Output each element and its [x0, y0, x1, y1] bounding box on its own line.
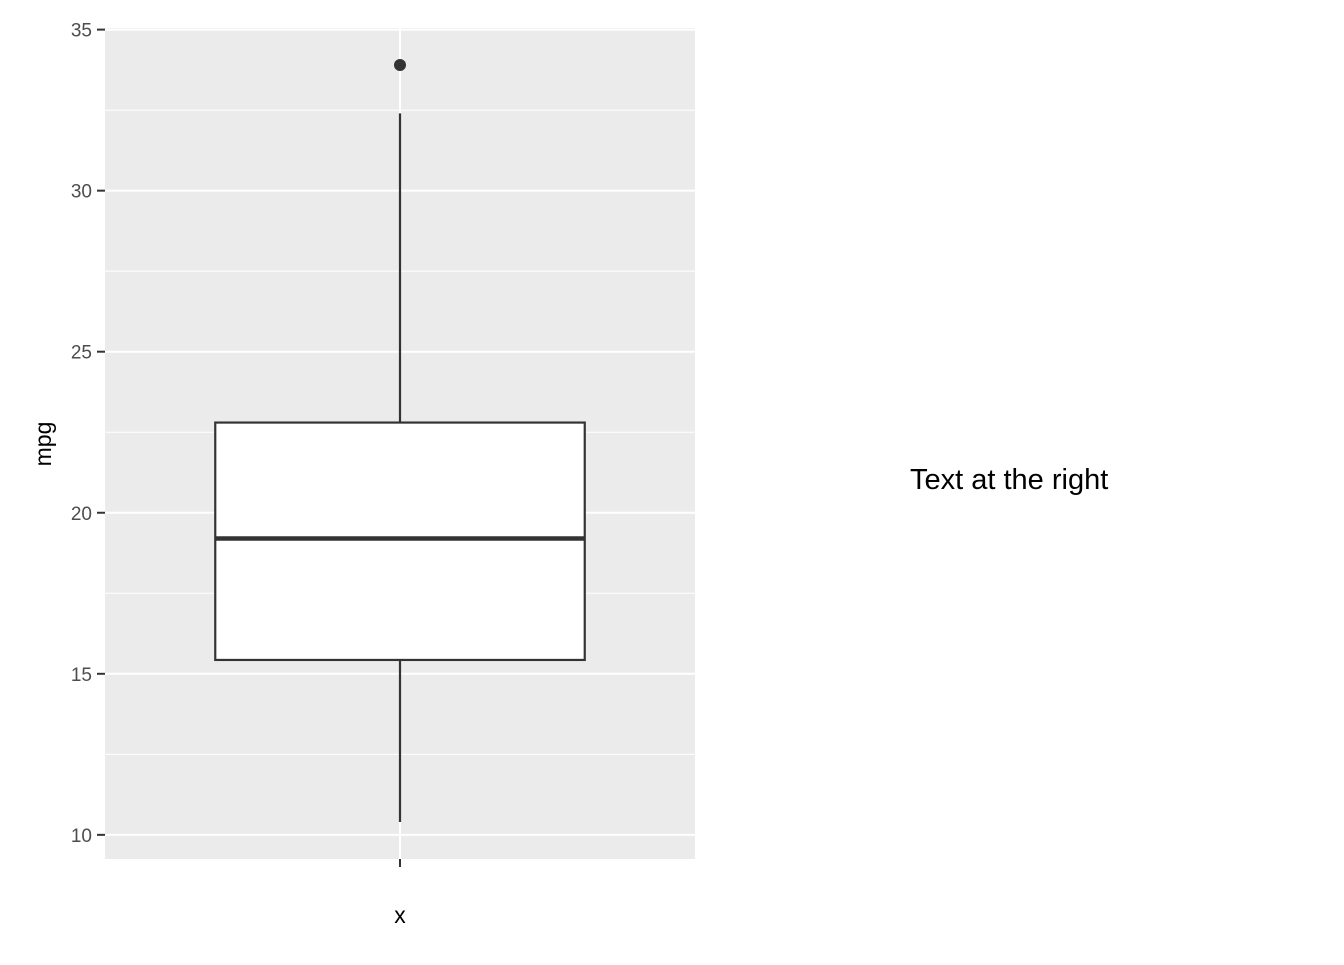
box-series [214, 59, 586, 822]
y-axis: 10 15 20 25 30 35 [71, 21, 105, 847]
y-tick-label: 30 [71, 182, 92, 203]
y-tick-label: 15 [71, 665, 92, 686]
right-annotation-text: Text at the right [910, 464, 1109, 496]
y-tick-label: 20 [71, 504, 92, 525]
box-group [214, 59, 586, 822]
y-tick-label: 10 [71, 826, 92, 847]
y-tick-label: 35 [71, 21, 92, 42]
outlier-point [394, 59, 406, 72]
y-axis-title: mpg [30, 422, 56, 467]
box-iqr [214, 421, 586, 662]
y-tick-label: 25 [71, 343, 92, 364]
x-axis-title: x [394, 902, 406, 928]
